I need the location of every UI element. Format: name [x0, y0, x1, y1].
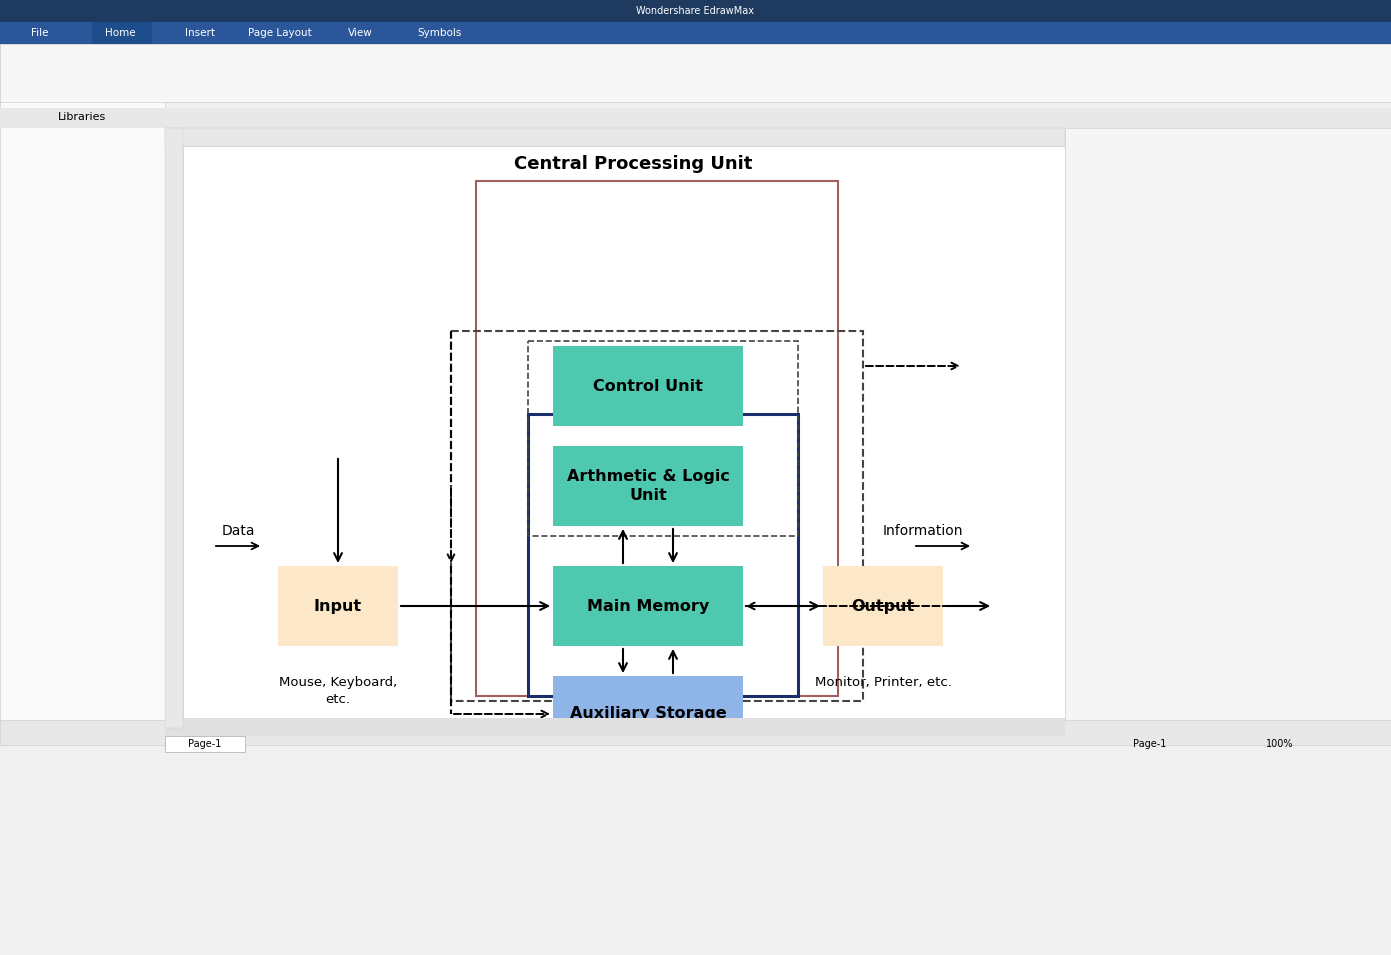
Text: View: View	[348, 28, 373, 38]
Bar	[166, 718, 1066, 736]
Bar	[476, 181, 837, 696]
Bar	[166, 128, 1066, 146]
Text: Page Layout: Page Layout	[248, 28, 312, 38]
Bar	[278, 566, 398, 646]
Text: Input: Input	[314, 599, 362, 613]
Bar	[0, 44, 1391, 102]
Bar	[823, 566, 943, 646]
Bar	[184, 146, 1066, 718]
Text: Symbols: Symbols	[417, 28, 462, 38]
Bar	[554, 676, 743, 751]
Text: Libraries: Libraries	[58, 112, 106, 122]
Text: Central Processing Unit: Central Processing Unit	[513, 155, 753, 173]
Bar	[554, 446, 743, 526]
Bar	[92, 22, 152, 44]
Text: Auxiliary Storage: Auxiliary Storage	[570, 706, 726, 721]
Text: Information: Information	[883, 524, 963, 538]
Bar	[0, 22, 1391, 44]
Text: Wondershare EdrawMax: Wondershare EdrawMax	[636, 6, 754, 16]
Bar	[166, 736, 245, 752]
Text: Arthmetic & Logic
Unit: Arthmetic & Logic Unit	[566, 469, 729, 502]
Bar	[0, 0, 1391, 22]
Bar	[1066, 128, 1391, 858]
Text: 100%: 100%	[1266, 739, 1294, 749]
Bar	[0, 108, 1391, 128]
Bar	[166, 128, 184, 728]
Text: Page-1: Page-1	[1134, 739, 1167, 749]
Bar	[529, 414, 798, 696]
Text: Output: Output	[851, 599, 915, 613]
Bar	[0, 720, 1391, 745]
Text: Insert: Insert	[185, 28, 216, 38]
Bar	[554, 566, 743, 646]
Text: Page-1: Page-1	[188, 739, 221, 749]
Text: Monitor, Printer, etc.: Monitor, Printer, etc.	[815, 676, 951, 689]
Text: Mouse, Keyboard,
etc.: Mouse, Keyboard, etc.	[278, 676, 396, 706]
Text: Home: Home	[104, 28, 135, 38]
Text: Control Unit: Control Unit	[593, 378, 702, 393]
Bar	[0, 44, 166, 955]
Text: Main Memory: Main Memory	[587, 599, 709, 613]
Text: Data: Data	[221, 524, 255, 538]
Bar	[529, 341, 798, 536]
Bar	[554, 346, 743, 426]
Text: Memory Unit: Memory Unit	[573, 757, 702, 775]
Bar	[0, 745, 1391, 955]
Text: File: File	[31, 28, 49, 38]
Bar	[451, 331, 862, 701]
